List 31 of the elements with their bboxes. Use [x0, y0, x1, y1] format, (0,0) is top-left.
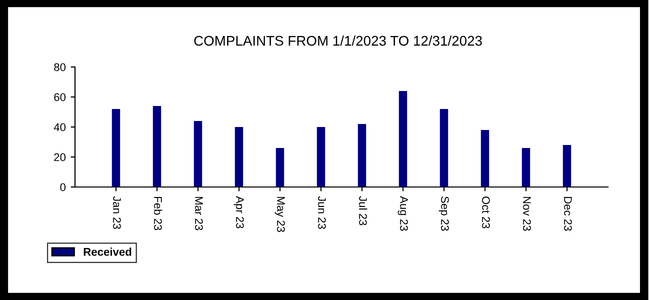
x-tick-label: Apr 23 — [234, 196, 244, 228]
bar — [112, 109, 120, 187]
x-tick-label: Jun 23 — [318, 196, 326, 229]
x-tick-label: Mar 23 — [195, 196, 203, 230]
chart-title: COMPLAINTS FROM 1/1/2023 TO 12/31/2023 — [194, 36, 482, 46]
x-tick-label: Feb 23 — [154, 196, 162, 230]
y-tick-label: 40 — [54, 123, 66, 132]
bar — [440, 109, 448, 187]
bar — [522, 148, 530, 187]
x-tick-label: Oct 23 — [482, 196, 490, 228]
x-tick-label: Nov 23 — [523, 196, 531, 231]
bar — [480, 130, 490, 187]
bar — [316, 127, 326, 187]
bar — [358, 124, 366, 187]
bar — [398, 91, 408, 187]
y-tick-label: 0 — [60, 183, 66, 192]
x-tick-label: Sep 23 — [438, 196, 449, 231]
bar — [194, 121, 202, 187]
y-tick-label: 80 — [54, 63, 66, 72]
bar — [152, 106, 162, 187]
x-tick-label: Jan 23 — [113, 196, 121, 229]
bar — [234, 127, 244, 187]
x-tick-label: Jul 23 — [359, 196, 368, 226]
bar — [562, 145, 572, 187]
bar — [276, 148, 284, 187]
legend-label: Received — [84, 248, 132, 256]
x-tick-label: May 23 — [274, 196, 285, 232]
x-tick-label: Dec 23 — [564, 196, 572, 231]
x-tick-label: Aug 23 — [398, 196, 408, 231]
y-tick-label: 60 — [54, 93, 66, 102]
y-tick-label: 20 — [54, 153, 66, 162]
